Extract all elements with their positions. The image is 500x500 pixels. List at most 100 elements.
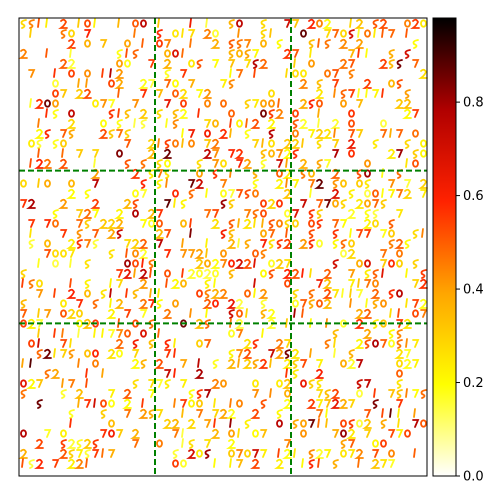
heatmap-glyph <box>372 339 379 348</box>
heatmap-glyph <box>236 349 244 358</box>
heatmap-glyph <box>396 429 404 438</box>
heatmap-glyph <box>340 249 347 258</box>
heatmap-glyph <box>60 309 67 318</box>
heatmap-glyph <box>228 199 235 209</box>
heatmap-glyph <box>34 158 44 169</box>
heatmap-glyph <box>388 449 395 458</box>
heatmap-glyph <box>66 238 76 249</box>
heatmap-glyph <box>372 279 379 288</box>
heatmap-glyph <box>226 298 236 309</box>
heatmap-glyph <box>181 438 184 448</box>
heatmap-glyph <box>340 179 347 188</box>
heatmap-glyph <box>164 99 172 108</box>
heatmap-glyph <box>282 378 292 389</box>
heatmap-glyph <box>108 399 115 408</box>
heatmap-glyph <box>332 229 339 239</box>
heatmap-glyph <box>52 89 59 98</box>
heatmap-glyph <box>212 169 219 179</box>
heatmap-glyph <box>324 69 331 78</box>
heatmap-glyph <box>340 239 347 249</box>
heatmap-glyph <box>242 218 252 229</box>
heatmap-glyph <box>356 389 363 398</box>
heatmap-glyph <box>66 188 76 199</box>
heatmap-glyph <box>140 89 148 98</box>
heatmap-glyph <box>236 449 244 458</box>
heatmap-glyph <box>202 298 212 309</box>
heatmap-glyph <box>244 189 251 199</box>
heatmap-glyph <box>300 419 307 428</box>
heatmap-glyph <box>69 258 72 268</box>
heatmap-glyph <box>420 419 427 428</box>
heatmap-glyph <box>332 459 339 469</box>
heatmap-glyph <box>52 79 59 88</box>
heatmap-glyph <box>132 379 139 389</box>
heatmap-glyph <box>349 298 352 308</box>
heatmap-glyph <box>173 348 176 358</box>
heatmap-glyph <box>210 138 220 149</box>
heatmap-glyph <box>68 449 75 459</box>
heatmap-glyph <box>380 199 387 209</box>
heatmap-glyph <box>348 439 356 448</box>
heatmap-glyph <box>154 358 164 369</box>
heatmap-glyph <box>196 269 203 278</box>
heatmap-glyph <box>284 389 291 398</box>
heatmap-glyph <box>292 209 300 218</box>
heatmap-glyph <box>68 249 76 258</box>
heatmap-glyph <box>26 198 36 209</box>
heatmap-glyph <box>228 349 235 359</box>
heatmap-glyph <box>298 238 308 249</box>
heatmap-glyph <box>234 298 244 309</box>
heatmap-glyph <box>189 18 192 28</box>
heatmap-glyph <box>114 218 124 229</box>
heatmap-glyph <box>274 458 284 469</box>
heatmap-glyph <box>396 399 404 408</box>
heatmap-glyph <box>404 239 411 249</box>
heatmap-glyph <box>37 328 40 338</box>
heatmap-glyph <box>250 118 260 129</box>
heatmap-glyph <box>100 119 107 128</box>
heatmap-glyph <box>228 229 235 239</box>
heatmap-glyph <box>292 219 299 228</box>
heatmap-glyph <box>380 259 388 268</box>
heatmap-glyph <box>242 348 252 359</box>
heatmap-glyph <box>357 458 360 468</box>
heatmap-glyph <box>420 269 427 279</box>
heatmap-glyph <box>357 48 360 58</box>
heatmap-glyph <box>66 38 76 49</box>
heatmap-glyph <box>260 159 267 169</box>
heatmap-glyph <box>156 239 164 248</box>
heatmap-glyph <box>106 228 116 239</box>
heatmap-glyph <box>109 298 112 308</box>
heatmap-glyph <box>354 38 364 49</box>
heatmap-glyph <box>301 268 304 278</box>
heatmap-glyph <box>189 38 192 48</box>
heatmap-glyph <box>396 339 403 349</box>
heatmap-glyph <box>284 19 292 28</box>
heatmap-glyph <box>389 408 392 418</box>
heatmap-glyph <box>122 268 132 279</box>
heatmap-glyph <box>276 39 283 49</box>
heatmap-glyph <box>420 19 427 28</box>
heatmap-glyph <box>172 79 179 88</box>
heatmap-glyph <box>388 459 396 468</box>
heatmap-glyph <box>180 359 188 368</box>
heatmap-glyph <box>340 439 347 449</box>
heatmap-glyph <box>68 179 75 188</box>
heatmap-glyph <box>362 328 372 339</box>
heatmap-glyph <box>380 249 388 258</box>
heatmap-glyph <box>108 329 116 338</box>
heatmap-glyph <box>412 279 420 288</box>
heatmap-glyph <box>308 219 315 228</box>
heatmap-glyph <box>124 329 131 338</box>
heatmap-glyph <box>76 229 83 239</box>
heatmap-glyph <box>172 189 179 198</box>
heatmap-glyph <box>138 278 148 289</box>
heatmap-glyph <box>348 129 356 138</box>
heatmap-glyph <box>204 339 212 348</box>
heatmap-glyph <box>138 268 148 279</box>
heatmap-glyph <box>100 409 107 419</box>
heatmap-glyph <box>181 28 184 38</box>
heatmap-glyph <box>52 459 60 468</box>
heatmap-glyph <box>268 349 276 358</box>
heatmap-glyph <box>229 398 232 408</box>
